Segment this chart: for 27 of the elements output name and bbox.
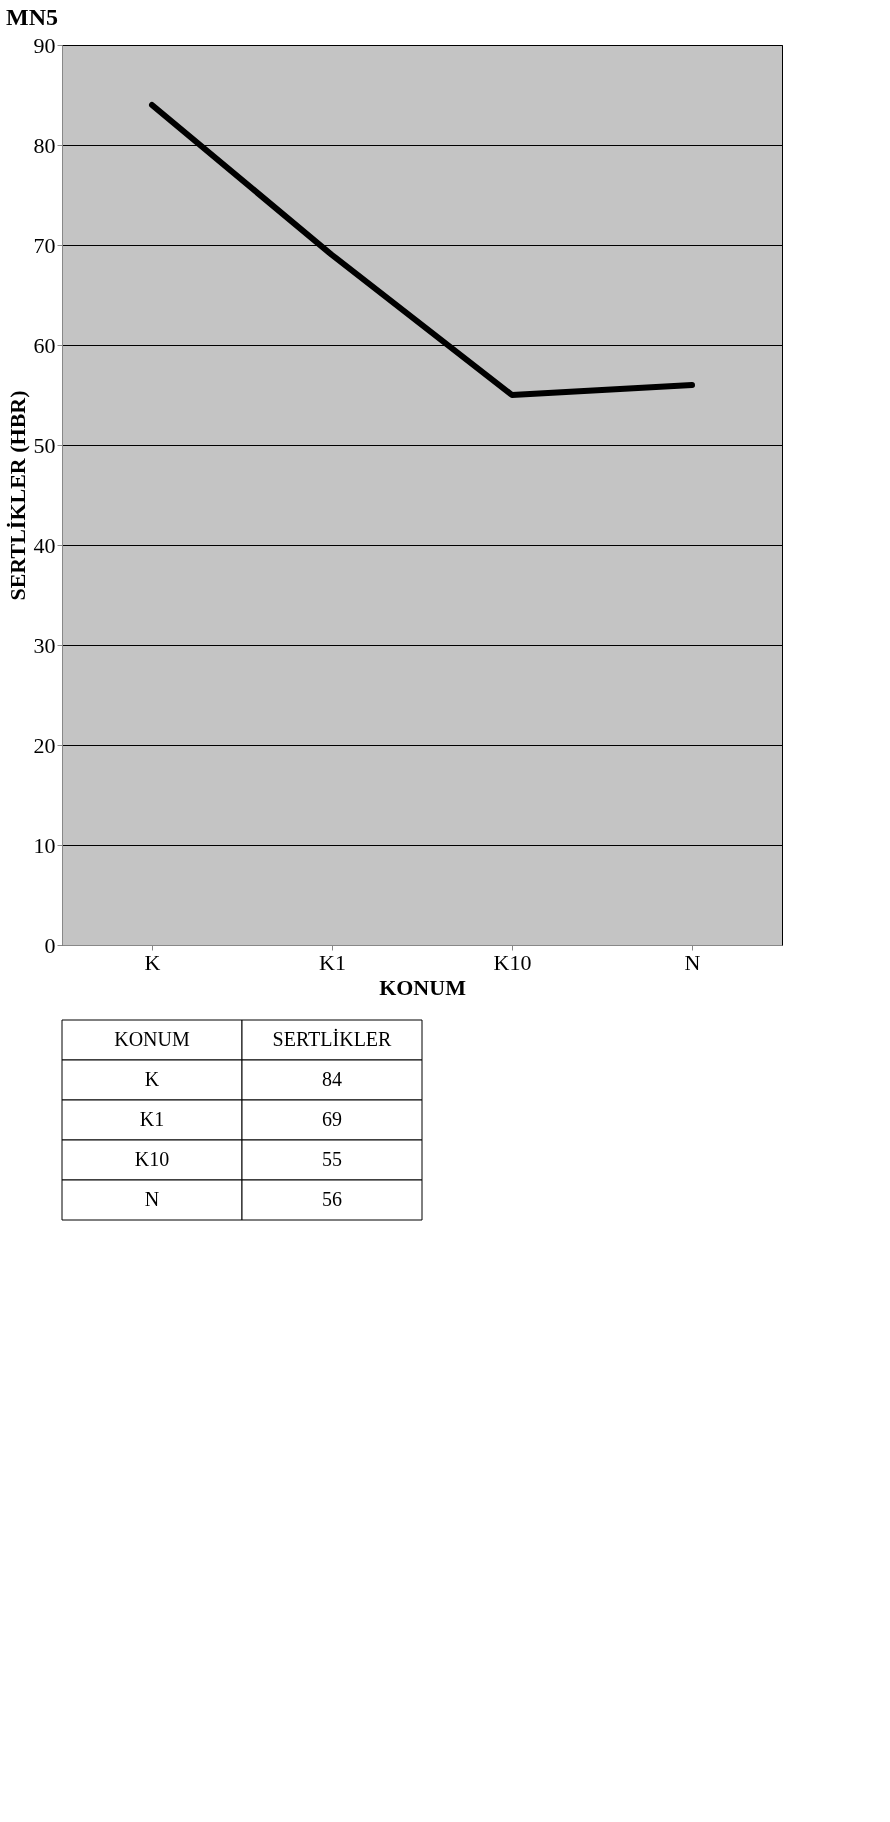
- text: 55: [322, 1148, 342, 1170]
- y-tick-label: 30: [33, 632, 56, 658]
- y-tick-label: 90: [33, 32, 56, 58]
- x-tick-label: K: [144, 949, 161, 975]
- y-tick-label: 80: [33, 132, 56, 158]
- y-axis-title: SERTLİKLER (HBR): [4, 390, 30, 601]
- x-tick-label: K10: [493, 949, 532, 975]
- text: 84: [322, 1068, 342, 1090]
- text: K: [144, 1068, 160, 1090]
- chart-title: MN5: [6, 4, 58, 30]
- text: N: [144, 1188, 160, 1210]
- text: K10: [134, 1148, 170, 1170]
- y-tick-label: 10: [33, 832, 56, 858]
- y-tick-label: 40: [33, 532, 56, 558]
- text: SERTLİKLER: [272, 1028, 393, 1050]
- text: KONUM: [114, 1028, 190, 1050]
- text: 69: [322, 1108, 342, 1130]
- x-axis-title: KONUM: [379, 974, 467, 1000]
- y-tick-label: 60: [33, 332, 56, 358]
- x-tick-label: N: [684, 949, 701, 975]
- y-tick-label: 0: [44, 932, 56, 958]
- text: K1: [139, 1108, 165, 1130]
- x-tick-label: K1: [319, 949, 346, 975]
- y-tick-label: 20: [33, 732, 56, 758]
- text: 56: [322, 1188, 342, 1210]
- y-tick-label: 70: [33, 232, 56, 258]
- y-tick-label: 50: [33, 432, 56, 458]
